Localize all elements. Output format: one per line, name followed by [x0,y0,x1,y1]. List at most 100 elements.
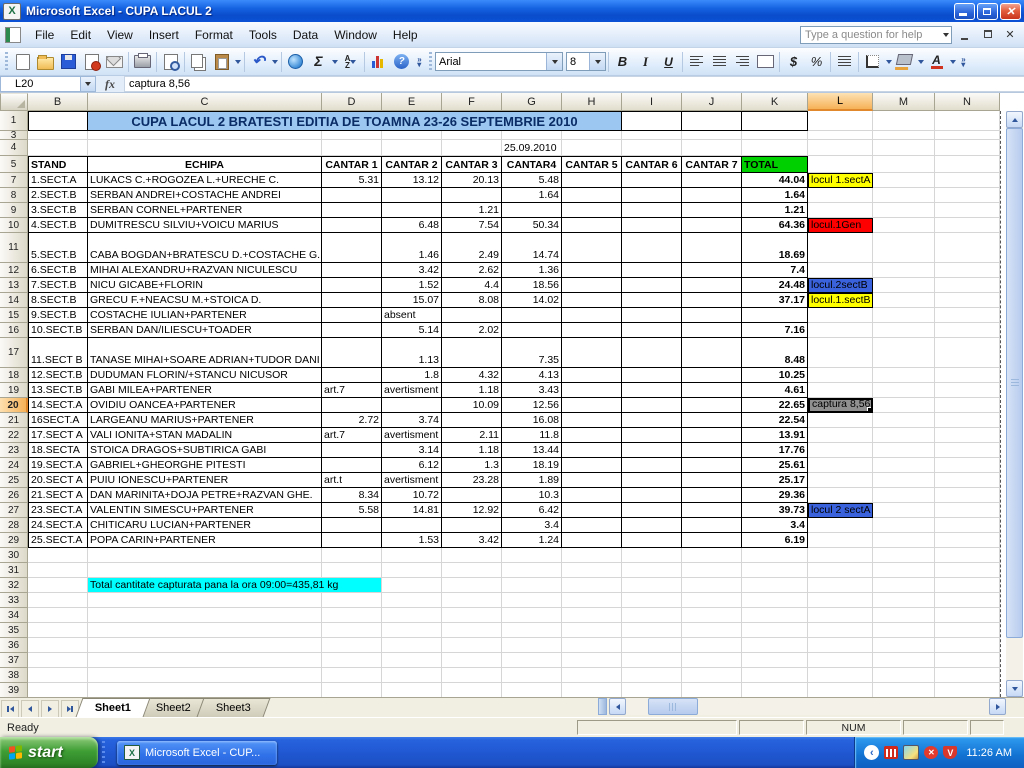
cell-N22[interactable] [935,428,1000,443]
cell-N16[interactable] [935,323,1000,338]
cell-E14[interactable]: 15.07 [382,293,442,308]
cell-H32[interactable] [562,578,622,593]
toolbar-options-chevron[interactable]: » ▾ [961,54,966,69]
cell-F14[interactable]: 8.08 [442,293,502,308]
cell-B1[interactable] [28,111,88,131]
cell-M24[interactable] [873,458,935,473]
cell-C10[interactable]: DUMITRESCU SILVIU+VOICU MARIUS [88,218,322,233]
cell-I19[interactable] [622,383,682,398]
cell-F18[interactable]: 4.32 [442,368,502,383]
cell-K38[interactable] [742,668,808,683]
column-header-H[interactable]: H [562,93,622,111]
cell-E25[interactable]: avertisment [382,473,442,488]
row-header-32[interactable]: 32 [0,578,28,593]
row-header-29[interactable]: 29 [0,533,28,548]
menu-format[interactable]: Format [194,27,233,42]
row-header-5[interactable]: 5 [0,156,28,173]
cell-H24[interactable] [562,458,622,473]
cell-F34[interactable] [442,608,502,623]
autosum-dropdown-arrow[interactable] [330,51,339,73]
cell-H29[interactable] [562,533,622,548]
row-header-9[interactable]: 9 [0,203,28,218]
undo-dropdown-arrow[interactable] [270,51,279,73]
cell-L32[interactable] [808,578,873,593]
row-header-1[interactable]: 1 [0,111,28,131]
cell-K33[interactable] [742,593,808,608]
cell-J7[interactable] [682,173,742,188]
cell-H36[interactable] [562,638,622,653]
cell-L5[interactable] [808,156,873,173]
cell-K1[interactable] [742,111,808,131]
paste-button[interactable] [210,51,233,73]
cell-G19[interactable]: 3.43 [502,383,562,398]
cell-M7[interactable] [873,173,935,188]
cell-L27[interactable]: locul 2 sectA [808,503,873,518]
cell-M27[interactable] [873,503,935,518]
row-header-33[interactable]: 33 [0,593,28,608]
cell-L36[interactable] [808,638,873,653]
horizontal-scroll-track[interactable] [626,698,989,715]
cell-J27[interactable] [682,503,742,518]
cell-E19[interactable]: avertisment [382,383,442,398]
cell-J32[interactable] [682,578,742,593]
cell-G29[interactable]: 1.24 [502,533,562,548]
row-header-11[interactable]: 11 [0,233,28,263]
cell-B20[interactable]: 14.SECT.A [28,398,88,413]
cell-K25[interactable]: 25.17 [742,473,808,488]
row-header-28[interactable]: 28 [0,518,28,533]
cell-L19[interactable] [808,383,873,398]
cell-J38[interactable] [682,668,742,683]
cell-M15[interactable] [873,308,935,323]
cell-N12[interactable] [935,263,1000,278]
cell-D27[interactable]: 5.58 [322,503,382,518]
cell-C37[interactable] [88,653,322,668]
cell-G38[interactable] [502,668,562,683]
align-right-button[interactable] [731,51,754,73]
cell-C1-title[interactable]: CUPA LACUL 2 BRATESTI EDITIA DE TOAMNA 2… [88,111,622,131]
borders-button[interactable] [861,51,884,73]
cell-G4[interactable]: 25.09.2010 [502,140,562,156]
cell-H21[interactable] [562,413,622,428]
cell-C4[interactable] [88,140,322,156]
cell-D12[interactable] [322,263,382,278]
cell-K4[interactable] [742,140,808,156]
cell-H17[interactable] [562,338,622,368]
cell-B27[interactable]: 23.SECT.A [28,503,88,518]
cell-I27[interactable] [622,503,682,518]
cell-G22[interactable]: 11.8 [502,428,562,443]
cell-F23[interactable]: 1.18 [442,443,502,458]
cell-E23[interactable]: 3.14 [382,443,442,458]
cell-D37[interactable] [322,653,382,668]
cell-M25[interactable] [873,473,935,488]
cell-B37[interactable] [28,653,88,668]
cell-H12[interactable] [562,263,622,278]
cell-D3[interactable] [322,131,382,140]
cell-G11[interactable]: 14.74 [502,233,562,263]
cell-H7[interactable] [562,173,622,188]
sheet-grid[interactable]: 1 CUPA LACUL 2 BRATESTI EDITIA DE TOAMNA … [0,111,1005,697]
cell-H15[interactable] [562,308,622,323]
cell-G24[interactable]: 18.19 [502,458,562,473]
cell-N15[interactable] [935,308,1000,323]
cell-I35[interactable] [622,623,682,638]
cell-D25[interactable]: art.t [322,473,382,488]
menu-window[interactable]: Window [334,27,377,42]
cell-C11[interactable]: CABA BOGDAN+BRATESCU D.+COSTACHE G. [88,233,322,263]
cell-K9[interactable]: 1.21 [742,203,808,218]
cell-D4[interactable] [322,140,382,156]
cell-N11[interactable] [935,233,1000,263]
row-header-22[interactable]: 22 [0,428,28,443]
cell-E22[interactable]: avertisment [382,428,442,443]
cell-I29[interactable] [622,533,682,548]
cell-N5[interactable] [935,156,1000,173]
cell-F27[interactable]: 12.92 [442,503,502,518]
cell-H28[interactable] [562,518,622,533]
cell-D30[interactable] [322,548,382,563]
cell-C35[interactable] [88,623,322,638]
cell-D39[interactable] [322,683,382,697]
cell-H5[interactable]: CANTAR 5 [562,156,622,173]
column-header-N[interactable]: N [935,93,1000,111]
cell-K32[interactable] [742,578,808,593]
tab-split-handle[interactable] [598,698,607,715]
cell-N19[interactable] [935,383,1000,398]
